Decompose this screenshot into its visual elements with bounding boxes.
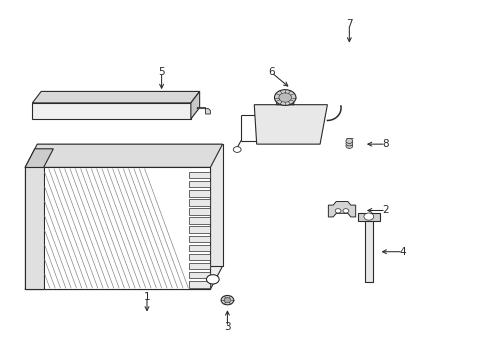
Polygon shape bbox=[188, 181, 210, 188]
Circle shape bbox=[221, 296, 233, 305]
Polygon shape bbox=[32, 103, 190, 119]
Circle shape bbox=[345, 141, 352, 146]
Polygon shape bbox=[32, 91, 199, 103]
Circle shape bbox=[342, 209, 348, 213]
Polygon shape bbox=[188, 199, 210, 206]
Polygon shape bbox=[44, 168, 188, 288]
Polygon shape bbox=[188, 244, 210, 251]
Polygon shape bbox=[25, 149, 53, 167]
Text: 3: 3 bbox=[224, 322, 230, 332]
Text: 4: 4 bbox=[399, 247, 406, 257]
Polygon shape bbox=[188, 172, 210, 178]
Polygon shape bbox=[188, 208, 210, 215]
Circle shape bbox=[363, 213, 373, 220]
Circle shape bbox=[278, 93, 291, 102]
Polygon shape bbox=[276, 98, 293, 105]
Polygon shape bbox=[188, 254, 210, 260]
Polygon shape bbox=[188, 272, 210, 279]
Text: 7: 7 bbox=[346, 19, 352, 29]
Text: 1: 1 bbox=[143, 292, 150, 302]
Text: 5: 5 bbox=[158, 67, 164, 77]
Text: 2: 2 bbox=[382, 206, 388, 216]
Polygon shape bbox=[328, 202, 355, 217]
Polygon shape bbox=[25, 167, 210, 289]
Circle shape bbox=[345, 143, 352, 148]
Circle shape bbox=[345, 138, 352, 143]
Polygon shape bbox=[188, 263, 210, 269]
Text: 8: 8 bbox=[382, 139, 388, 149]
Polygon shape bbox=[364, 220, 372, 282]
Circle shape bbox=[206, 275, 219, 284]
Polygon shape bbox=[188, 235, 210, 242]
Polygon shape bbox=[25, 144, 222, 167]
Polygon shape bbox=[188, 217, 210, 224]
Polygon shape bbox=[25, 266, 222, 289]
Circle shape bbox=[334, 209, 340, 213]
Text: 6: 6 bbox=[267, 67, 274, 77]
Polygon shape bbox=[188, 226, 210, 233]
Polygon shape bbox=[190, 91, 199, 119]
Circle shape bbox=[233, 147, 241, 152]
Circle shape bbox=[274, 90, 295, 105]
Polygon shape bbox=[188, 190, 210, 197]
Polygon shape bbox=[254, 105, 327, 144]
Circle shape bbox=[224, 298, 230, 303]
Polygon shape bbox=[37, 144, 222, 266]
Polygon shape bbox=[197, 108, 210, 114]
Polygon shape bbox=[25, 167, 43, 289]
Polygon shape bbox=[188, 281, 210, 288]
Polygon shape bbox=[357, 213, 379, 221]
